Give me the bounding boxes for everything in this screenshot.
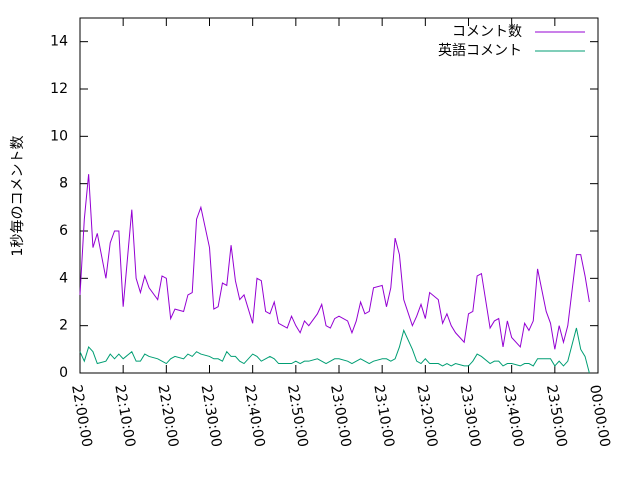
x-tick-label: 22:50:00 <box>284 384 311 449</box>
plot-frame <box>79 17 599 374</box>
y-tick-label: 6 <box>59 223 68 239</box>
x-tick-label: 23:10:00 <box>370 384 397 449</box>
x-tick-label: 00:00:00 <box>586 384 613 449</box>
y-tick-label: 10 <box>50 128 68 144</box>
x-tick-label: 22:10:00 <box>111 384 138 449</box>
y-tick-label: 14 <box>50 34 68 50</box>
x-tick-label: 22:30:00 <box>198 384 225 449</box>
series-line <box>79 327 590 374</box>
x-tick-label: 23:00:00 <box>327 384 354 449</box>
x-tick-label: 23:50:00 <box>543 384 570 449</box>
x-tick-label: 23:30:00 <box>457 384 484 449</box>
legend-label: 英語コメント <box>438 42 522 59</box>
series-line <box>79 174 590 350</box>
y-tick-label: 2 <box>59 318 68 334</box>
y-tick-label: 12 <box>50 81 68 97</box>
legend-label: コメント数 <box>452 24 522 40</box>
y-axis-label: 1秒毎のコメント数 <box>10 136 26 257</box>
x-tick-label: 22:20:00 <box>154 384 181 449</box>
x-tick-label: 23:40:00 <box>500 384 527 449</box>
y-tick-label: 8 <box>59 176 68 192</box>
x-tick-label: 22:40:00 <box>241 384 268 449</box>
y-tick-label: 4 <box>59 270 68 286</box>
x-tick-label: 22:00:00 <box>68 384 95 449</box>
y-tick-label: 0 <box>59 365 68 381</box>
x-tick-label: 23:20:00 <box>413 384 440 449</box>
